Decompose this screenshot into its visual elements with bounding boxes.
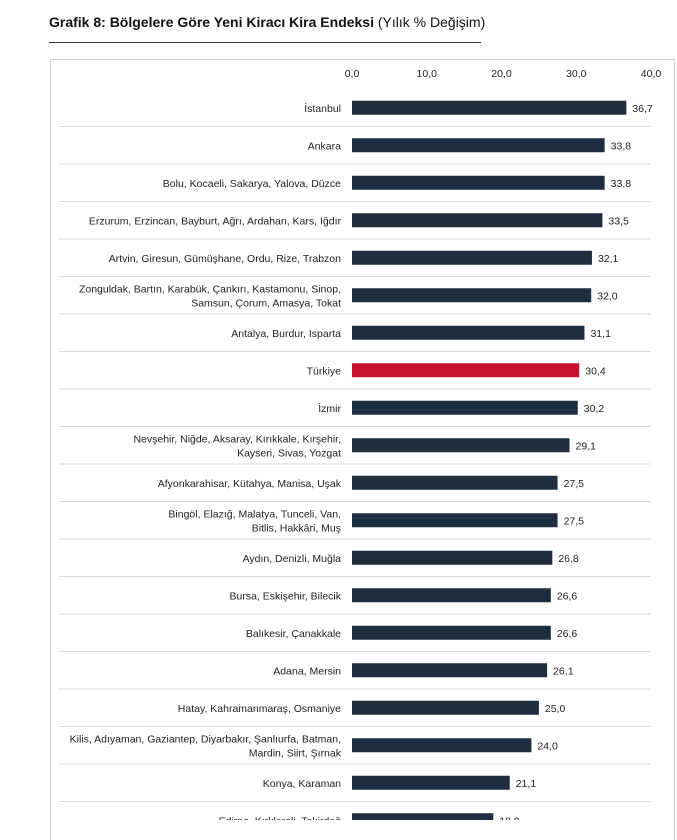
- bar: [352, 400, 578, 415]
- chart-title: Grafik 8: Bölgelere Göre Yeni Kiracı Kir…: [49, 14, 485, 30]
- category-label: İstanbul: [304, 102, 341, 115]
- category-label: Bursa, Eskişehir, Bilecik: [230, 590, 342, 602]
- value-label: 26,6: [557, 590, 578, 602]
- value-label: 29,1: [576, 440, 597, 452]
- value-label: 18,9: [499, 815, 520, 820]
- bar: [352, 550, 553, 565]
- category-label: Kayseri, Sivas, Yozgat: [237, 447, 341, 459]
- value-label: 36,7: [632, 103, 653, 115]
- bar: [352, 700, 539, 715]
- category-label: Edirne, Kırklareli, Tekirdağ: [219, 815, 342, 820]
- bar: [352, 738, 532, 753]
- category-label: Hatay, Kahramanmaraş, Osmaniye: [178, 703, 341, 715]
- bar: [352, 288, 592, 303]
- category-label: Mardin, Siirt, Şırnak: [249, 747, 342, 759]
- bar: [352, 100, 627, 115]
- category-label: Antalya, Burdur, Isparta: [231, 328, 341, 340]
- chart-title-bold: Grafik 8: Bölgelere Göre Yeni Kiracı Kir…: [49, 14, 374, 30]
- bar: [352, 775, 510, 790]
- x-tick-label: 30,0: [566, 68, 587, 80]
- bar-chart: 0,0 10,0 20,0 30,0 40,0 İstanbul 36,7 Ankara 33,…: [59, 68, 662, 820]
- value-label: 30,4: [585, 365, 606, 377]
- bar-highlight: [352, 363, 580, 378]
- value-label: 21,1: [516, 778, 537, 790]
- value-label: 26,8: [558, 553, 579, 565]
- category-label: Nevşehir, Niğde, Aksaray, Kırıkkale, Kır…: [133, 433, 341, 445]
- category-label: Afyonkarahisar, Kütahya, Manisa, Uşak: [158, 478, 342, 490]
- x-tick-label: 0,0: [345, 68, 360, 80]
- category-label: Konya, Karaman: [263, 778, 341, 790]
- value-label: 26,1: [553, 665, 574, 677]
- value-label: 26,6: [557, 628, 578, 640]
- value-label: 33,8: [611, 178, 632, 190]
- x-tick-label: 40,0: [641, 68, 662, 80]
- value-label: 27,5: [564, 515, 585, 527]
- bar: [352, 250, 592, 265]
- chart-title-unit: (Yılık % Değişim): [377, 14, 486, 30]
- bar: [352, 625, 551, 640]
- category-label: Kilis, Adıyaman, Gaziantep, Diyarbakır, …: [70, 733, 341, 745]
- value-label: 27,5: [564, 478, 585, 490]
- bar: [352, 513, 558, 528]
- value-label: 31,1: [590, 328, 611, 340]
- category-label: Zonguldak, Bartın, Karabük, Çankırı, Kas…: [79, 283, 341, 295]
- value-label: 33,8: [611, 140, 632, 152]
- x-tick-label: 10,0: [417, 68, 438, 80]
- bar: [352, 175, 605, 190]
- x-tick-label: 20,0: [491, 68, 512, 80]
- bar: [352, 813, 494, 820]
- bar: [352, 475, 558, 490]
- value-label: 32,0: [597, 290, 618, 302]
- category-label: Adana, Mersin: [273, 665, 341, 677]
- category-label: Türkiye: [307, 365, 342, 377]
- value-label: 30,2: [584, 403, 605, 415]
- category-label: Ankara: [308, 140, 341, 152]
- category-label: Balıkesir, Çanakkale: [246, 628, 341, 640]
- chart-frame: [50, 59, 675, 840]
- category-label: Aydın, Denizli, Muğla: [243, 553, 342, 565]
- category-label: Bitlis, Hakkâri, Muş: [252, 522, 341, 534]
- value-label: 24,0: [537, 740, 558, 752]
- category-label: Erzurum, Erzincan, Bayburt, Ağrı, Ardaha…: [89, 215, 342, 227]
- bar: [352, 213, 603, 228]
- chart-title-block: Grafik 8: Bölgelere Göre Yeni Kiracı Kir…: [49, 14, 485, 43]
- value-label: 33,5: [608, 215, 629, 227]
- bar: [352, 138, 605, 153]
- bar: [352, 438, 570, 453]
- category-label: İzmir: [318, 402, 341, 415]
- bar: [352, 325, 585, 340]
- category-label: Bingöl, Elazığ, Malatya, Tunceli, Van,: [168, 508, 341, 520]
- value-label: 32,1: [598, 253, 619, 265]
- category-label: Artvin, Giresun, Gümüşhane, Ordu, Rize, …: [109, 253, 341, 265]
- bar: [352, 663, 548, 678]
- category-label: Samsun, Çorum, Amasya, Tokat: [191, 297, 341, 309]
- bar: [352, 588, 551, 603]
- value-label: 25,0: [545, 703, 566, 715]
- category-label: Bolu, Kocaeli, Sakarya, Yalova, Düzce: [163, 178, 341, 190]
